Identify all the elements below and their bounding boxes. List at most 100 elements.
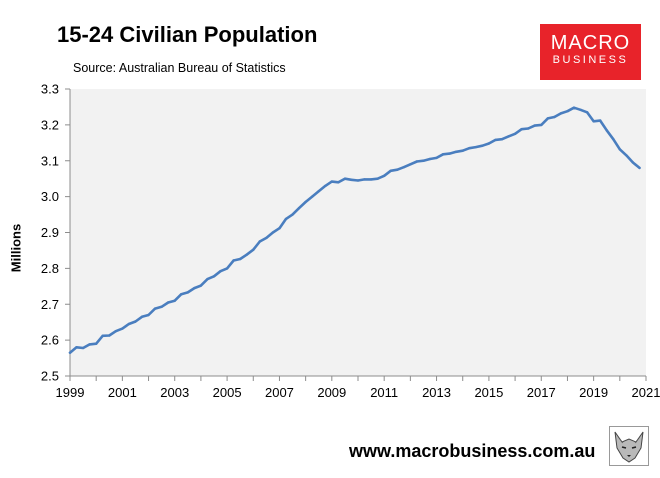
x-tick-label: 2019 <box>579 385 608 400</box>
x-tick-label: 2013 <box>422 385 451 400</box>
data-point <box>527 127 530 130</box>
data-point <box>101 334 104 337</box>
data-point <box>546 117 549 120</box>
data-point <box>167 301 170 304</box>
data-point <box>428 157 432 161</box>
data-point <box>75 346 78 349</box>
data-point <box>474 145 477 149</box>
data-point <box>507 135 510 138</box>
data-point <box>239 257 242 261</box>
data-point <box>409 163 412 166</box>
chart-title: 15-24 Civilian Population <box>57 22 318 47</box>
data-point <box>631 161 635 164</box>
data-point <box>461 149 464 152</box>
data-point <box>134 320 137 323</box>
data-point <box>317 190 320 193</box>
data-point <box>448 152 451 155</box>
website-url[interactable]: www.macrobusiness.com.au <box>349 441 596 461</box>
series-group <box>68 106 641 355</box>
data-point <box>513 132 517 135</box>
data-point <box>402 166 405 169</box>
wolf-icon <box>609 426 649 466</box>
data-point <box>278 227 281 230</box>
chart-source: Source: Australian Bureau of Statistics <box>73 61 286 75</box>
macrobusiness-logo: MACRO BUSINESS <box>540 24 641 80</box>
x-tick-label: 2017 <box>527 385 556 400</box>
x-tick-label: 2021 <box>632 385 660 400</box>
y-tick-label: 3.2 <box>41 117 59 132</box>
y-tick-label: 3.0 <box>41 189 59 204</box>
axes <box>65 88 647 381</box>
data-point <box>363 178 366 181</box>
data-point <box>186 291 189 294</box>
data-point <box>605 129 608 132</box>
data-point <box>265 236 268 240</box>
data-point <box>566 110 569 113</box>
data-point <box>304 200 307 204</box>
data-point <box>337 181 340 184</box>
x-tick-label: 2009 <box>317 385 346 400</box>
data-point <box>638 166 641 170</box>
data-point <box>108 334 111 337</box>
y-tick-label: 2.9 <box>41 225 59 240</box>
data-point <box>441 153 445 156</box>
data-point <box>376 177 379 180</box>
data-point <box>468 147 471 150</box>
data-point <box>383 174 386 177</box>
data-point <box>219 270 222 273</box>
data-point <box>114 330 118 333</box>
data-point <box>160 305 163 308</box>
data-point <box>455 150 458 153</box>
tick-labels: 2.5 2.6 2.7 2.8 2.9 3.0 3.1 3.2 3.3 1999 2001 2003 2… <box>41 82 660 401</box>
x-tick-label: 2005 <box>213 385 242 400</box>
data-point <box>291 213 294 216</box>
data-point <box>579 108 582 112</box>
data-point <box>153 307 157 310</box>
line-chart: 2.5 2.6 2.7 2.8 2.9 3.0 3.1 3.2 3.3 1999 2001 2003 2… <box>41 82 660 401</box>
data-point <box>625 154 628 157</box>
data-point <box>258 240 261 243</box>
data-point <box>199 284 203 287</box>
data-point <box>356 179 360 182</box>
y-tick-label: 3.3 <box>41 82 59 97</box>
data-point <box>592 120 595 123</box>
data-point <box>572 106 576 109</box>
plot-area <box>70 89 646 376</box>
data-point <box>585 111 589 114</box>
data-point <box>618 148 621 151</box>
data-point <box>127 322 131 326</box>
data-point <box>193 286 196 290</box>
x-tick-label: 2007 <box>265 385 294 400</box>
data-point <box>140 315 144 318</box>
x-tick-label: 1999 <box>56 385 85 400</box>
data-point <box>612 138 615 141</box>
y-tick-label: 2.5 <box>41 369 59 384</box>
data-point <box>225 267 229 270</box>
data-point <box>494 138 497 142</box>
data-point <box>245 253 248 256</box>
data-point <box>324 184 327 188</box>
data-point <box>121 327 124 330</box>
data-point <box>487 142 491 145</box>
data-point <box>415 160 419 163</box>
data-point <box>206 277 209 281</box>
y-tick-label: 3.1 <box>41 153 59 168</box>
data-point <box>330 180 333 183</box>
data-point <box>422 159 425 162</box>
series-line <box>68 106 641 355</box>
y-tick-label: 2.7 <box>41 297 59 312</box>
data-point <box>520 128 523 131</box>
data-point <box>396 168 399 171</box>
data-point <box>252 248 255 251</box>
data-point <box>271 231 275 234</box>
data-point <box>559 112 563 115</box>
data-point <box>88 343 91 346</box>
data-point <box>500 138 504 141</box>
data-point <box>311 195 314 198</box>
data-point <box>599 119 602 122</box>
y-tick-label: 2.8 <box>41 261 59 276</box>
data-point <box>481 144 484 147</box>
data-point <box>297 206 301 210</box>
x-tick-label: 2015 <box>474 385 503 400</box>
data-point <box>350 178 353 181</box>
